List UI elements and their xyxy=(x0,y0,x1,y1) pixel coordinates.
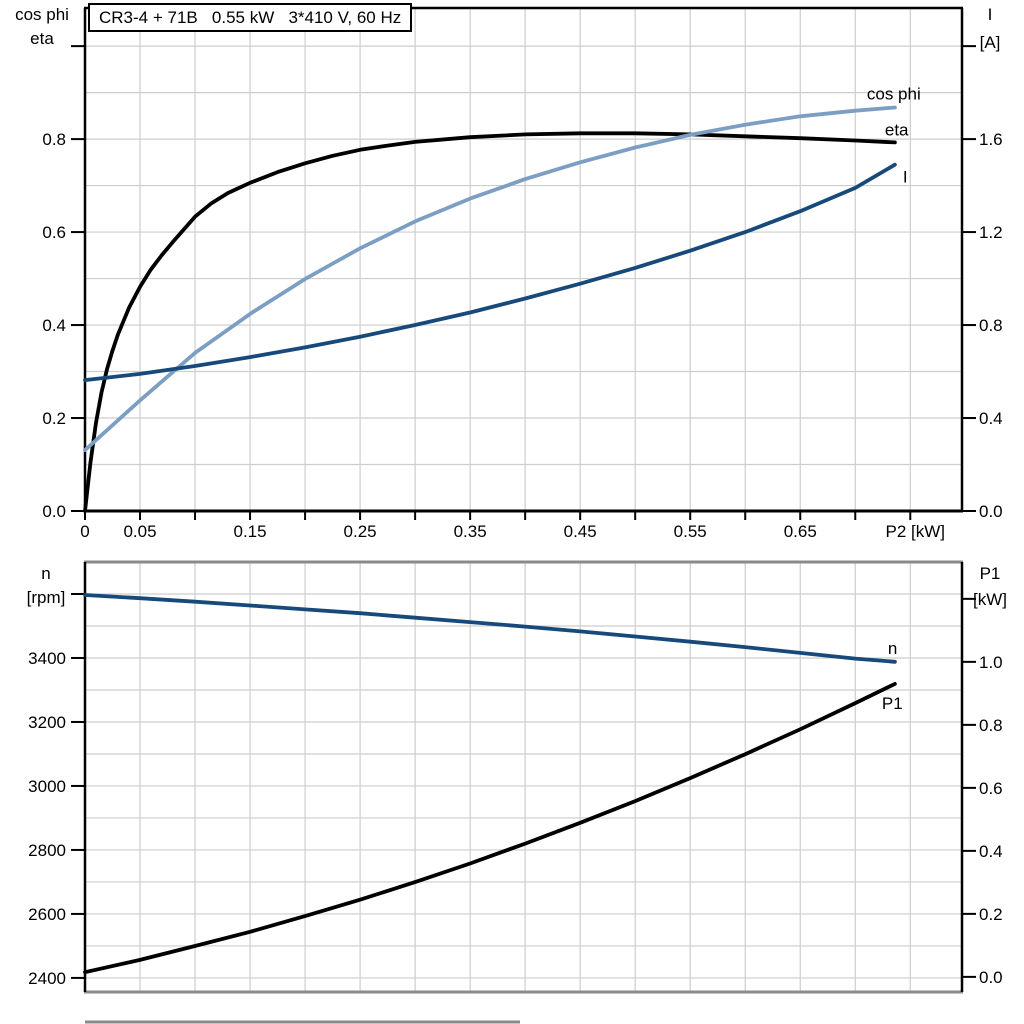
tick-label-left: 2400 xyxy=(28,969,66,988)
tick-label-left: 2800 xyxy=(28,841,66,860)
tick-label-x: 0.55 xyxy=(674,522,707,541)
curve-speed xyxy=(83,593,897,664)
tick-label-x: 0.05 xyxy=(123,522,156,541)
tick-label-x: 0 xyxy=(80,522,89,541)
tick-label-left: 2600 xyxy=(28,905,66,924)
tick-label-left: 0.0 xyxy=(42,502,66,521)
y-right-header-line2: [A] xyxy=(980,33,1001,52)
tick-label-left: 0.2 xyxy=(42,409,66,428)
tick-label-x: 0.35 xyxy=(454,522,487,541)
y-right-header-line1: P1 xyxy=(980,564,1001,583)
curve-label-input-power: P1 xyxy=(882,694,903,713)
y-right-header-line2: [kW] xyxy=(973,590,1007,609)
tick-label-x: 0.45 xyxy=(564,522,597,541)
tick-label-left: 0.4 xyxy=(42,316,66,335)
tick-label-left: 0.6 xyxy=(42,223,66,242)
tick-label-left: 3000 xyxy=(28,777,66,796)
tick-label-left: 3400 xyxy=(28,649,66,668)
curve-label-cos-phi: cos phi xyxy=(867,84,921,103)
tick-label-left: 3200 xyxy=(28,713,66,732)
tick-label-right: 0.6 xyxy=(979,779,1003,798)
tick-label-right: 1.0 xyxy=(979,653,1003,672)
tick-label-right: 1.6 xyxy=(979,130,1003,149)
y-left-header-line2: eta xyxy=(30,29,54,48)
tick-label-right: 1.2 xyxy=(979,223,1003,242)
tick-label-right: 0.2 xyxy=(979,905,1003,924)
x-axis-unit-label: P2 [kW] xyxy=(886,522,946,541)
tick-label-x: 0.15 xyxy=(234,522,267,541)
tick-label-right: 0.8 xyxy=(979,716,1003,735)
curve-label-speed: n xyxy=(888,639,897,658)
tick-label-right: 0.8 xyxy=(979,316,1003,335)
tick-label-x: 0.25 xyxy=(344,522,377,541)
tick-label-right: 0.0 xyxy=(979,502,1003,521)
curve-input-power xyxy=(83,682,897,975)
y-left-header-line1: cos phi xyxy=(15,5,69,24)
curve-current xyxy=(83,162,897,383)
y-left-header-line1: n xyxy=(41,564,50,583)
y-left-header-line2: [rpm] xyxy=(27,588,66,607)
tick-label-right: 0.4 xyxy=(979,842,1003,861)
tick-label-right: 0.0 xyxy=(979,968,1003,987)
chart-title: CR3-4 + 71B 0.55 kW 3*410 V, 60 Hz xyxy=(99,7,402,27)
curve-label-eta: eta xyxy=(885,120,909,139)
tick-label-left: 0.8 xyxy=(42,130,66,149)
curve-eta xyxy=(83,131,897,513)
chart-title-box: CR3-4 + 71B 0.55 kW 3*410 V, 60 Hz xyxy=(88,3,413,32)
curve-cos-phi xyxy=(83,105,897,453)
curve-label-current: I xyxy=(903,168,908,187)
tick-label-right: 0.4 xyxy=(979,409,1003,428)
y-right-header-line1: I xyxy=(988,5,993,24)
tick-label-x: 0.65 xyxy=(784,522,817,541)
